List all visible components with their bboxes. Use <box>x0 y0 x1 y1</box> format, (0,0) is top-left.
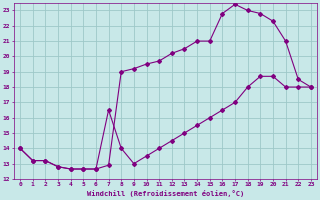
X-axis label: Windchill (Refroidissement éolien,°C): Windchill (Refroidissement éolien,°C) <box>87 190 244 197</box>
